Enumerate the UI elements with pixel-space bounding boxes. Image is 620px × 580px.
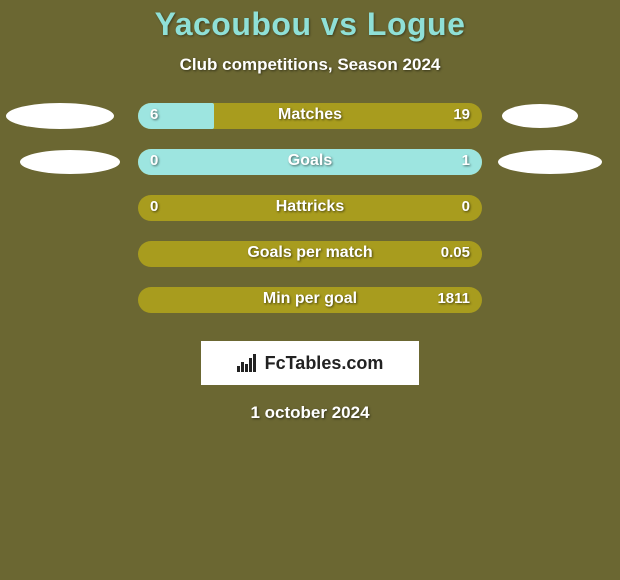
stat-value-right: 1: [462, 152, 470, 169]
stat-bar: Min per goal: [138, 287, 482, 313]
stat-row: Goals0 1: [0, 149, 620, 195]
stat-value-right: 1811: [437, 290, 470, 307]
brand-box: FcTables.com: [201, 341, 419, 385]
stat-bar: Matches: [138, 103, 482, 129]
stat-row: Hattricks0 0: [0, 195, 620, 241]
stat-value-right: 0: [462, 198, 470, 215]
stat-value-right: 0.05: [441, 244, 470, 261]
stat-row: Goals per match0.05: [0, 241, 620, 287]
stat-label: Goals: [138, 152, 482, 170]
stat-row: Min per goal1811: [0, 287, 620, 333]
stat-bar: Hattricks: [138, 195, 482, 221]
stat-bar: Goals: [138, 149, 482, 175]
stat-value-right: 19: [453, 106, 470, 123]
stat-label: Goals per match: [138, 244, 482, 262]
stat-label: Matches: [138, 106, 482, 124]
stat-bar: Goals per match: [138, 241, 482, 267]
stat-label: Min per goal: [138, 290, 482, 308]
stat-label: Hattricks: [138, 198, 482, 216]
footer-date: 1 october 2024: [0, 403, 620, 423]
page-subtitle: Club competitions, Season 2024: [0, 55, 620, 75]
stat-value-left: 6: [150, 106, 158, 123]
left-ellipse: [20, 150, 120, 174]
bar-chart-icon: [237, 354, 259, 372]
stat-row: Matches6 19: [0, 103, 620, 149]
left-ellipse: [6, 103, 114, 129]
right-ellipse: [502, 104, 578, 128]
stat-value-left: 0: [150, 152, 158, 169]
brand-text: FcTables.com: [265, 353, 384, 374]
stat-value-left: 0: [150, 198, 158, 215]
right-ellipse: [498, 150, 602, 174]
comparison-infographic: Yacoubou vs Logue Club competitions, Sea…: [0, 0, 620, 580]
chart-area: Matches619Goals01Hattricks00Goals per ma…: [0, 103, 620, 333]
page-title: Yacoubou vs Logue: [0, 0, 620, 43]
